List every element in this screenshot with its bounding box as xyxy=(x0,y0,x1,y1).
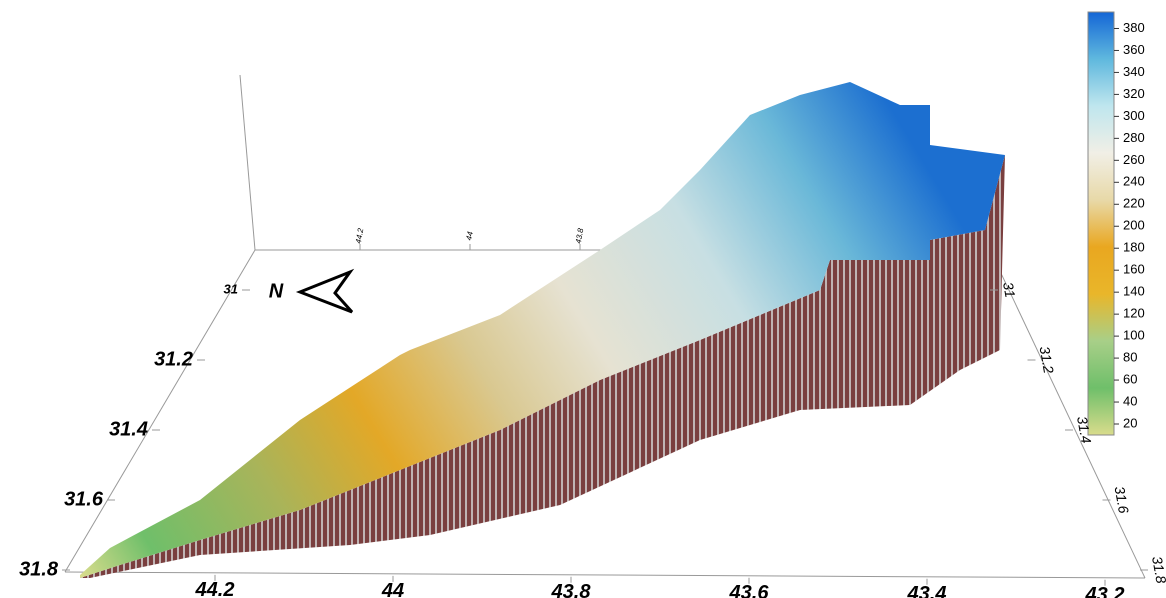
right-y-tick-label: 31.6 xyxy=(1112,485,1133,515)
scene: N 44.2 44 43.8 43.6 43.4 43.2 44.2 44 43.8 31 31.2… xyxy=(0,0,1166,598)
colorbar-tick-label: 220 xyxy=(1123,196,1145,211)
x-tick-label: 43.8 xyxy=(551,581,592,598)
colorbar-tick-label: 280 xyxy=(1123,130,1145,145)
right-y-tick-label: 31.2 xyxy=(1037,345,1058,375)
x-tick-label: 43.2 xyxy=(1085,584,1125,598)
colorbar-tick-label: 260 xyxy=(1123,152,1145,167)
back-x-tick-label: 44.2 xyxy=(354,227,366,244)
y-tick-label: 31.6 xyxy=(64,488,104,510)
x-tick-label: 44 xyxy=(381,580,404,598)
colorbar-tick-label: 120 xyxy=(1123,306,1145,321)
colorbar-tick-label: 60 xyxy=(1123,372,1137,387)
colorbar xyxy=(1088,12,1114,435)
y-tick-label: 31 xyxy=(224,281,238,296)
back-x-tick-label: 43.8 xyxy=(574,227,586,244)
colorbar-tick-label: 380 xyxy=(1123,20,1145,35)
colorbar-tick-label: 80 xyxy=(1123,350,1137,365)
colorbar-tick-label: 140 xyxy=(1123,284,1145,299)
colorbar-tick-label: 20 xyxy=(1123,415,1137,430)
north-label: N xyxy=(269,280,284,302)
x-tick-label: 43.6 xyxy=(729,582,770,598)
x-tick-label: 43.4 xyxy=(907,583,947,598)
colorbar-tick-label: 200 xyxy=(1123,218,1145,233)
y-tick-label: 31.4 xyxy=(109,418,148,440)
right-y-tick-label: 31.8 xyxy=(1149,555,1166,585)
colorbar-tick-label: 300 xyxy=(1123,108,1145,123)
right-y-tick-label: 31 xyxy=(1000,281,1018,299)
colorbar-tick-label: 360 xyxy=(1123,42,1145,57)
y-tick-label: 31.2 xyxy=(154,348,193,370)
x-tick-label: 44.2 xyxy=(195,579,235,598)
back-x-tick-label: 44 xyxy=(464,230,475,241)
colorbar-tick-label: 240 xyxy=(1123,174,1145,189)
colorbar-tick-label: 100 xyxy=(1123,328,1145,343)
north-arrow: N xyxy=(269,272,352,312)
right-y-tick-label: 31.4 xyxy=(1074,415,1095,445)
y-tick-label: 31.8 xyxy=(19,558,59,580)
colorbar-tick-label: 180 xyxy=(1123,240,1145,255)
colorbar-tick-label: 40 xyxy=(1123,393,1137,408)
colorbar-tick-label: 160 xyxy=(1123,262,1145,277)
colorbar-tick-label: 320 xyxy=(1123,86,1145,101)
colorbar-tick-label: 340 xyxy=(1123,64,1145,79)
